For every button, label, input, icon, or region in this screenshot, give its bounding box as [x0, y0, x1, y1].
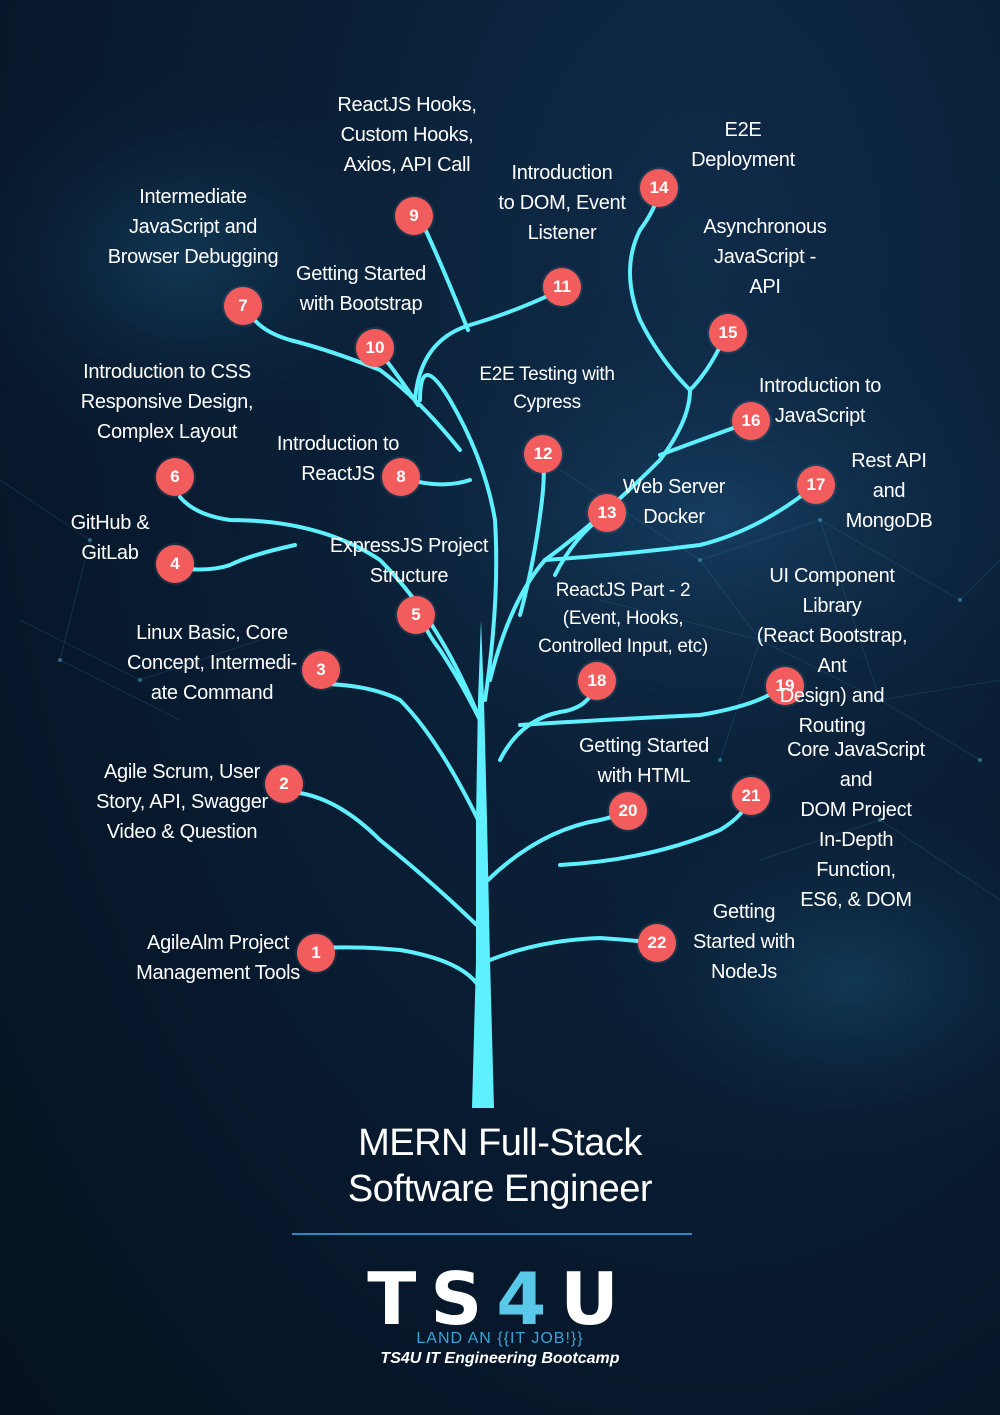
step-label: Intermediate JavaScript and Browser Debu…	[107, 186, 279, 268]
logo-subtitle: TS4U IT Engineering Bootcamp	[380, 1350, 620, 1367]
step-badge: 14	[640, 169, 678, 207]
step-badge: 8	[382, 458, 420, 496]
step-label: Core JavaScript and DOM Project In-Depth…	[787, 739, 925, 911]
logo-wordmark: TS4U	[0, 1262, 1000, 1336]
branch-4	[174, 543, 297, 572]
step-label: ReactJS Hooks, Custom Hooks, Axios, API …	[337, 94, 477, 176]
branch-21	[558, 795, 752, 867]
step-label: Introduction to DOM, Event Listener	[498, 162, 626, 244]
step-badge: 3	[302, 651, 340, 689]
step-badge: 6	[156, 458, 194, 496]
step-label: Introduction to CSS Responsive Design, C…	[80, 361, 254, 443]
step-badge: 10	[356, 329, 394, 367]
roadmap-title: MERN Full-Stack Software Engineer	[347, 1122, 653, 1210]
step-badge: 11	[543, 268, 581, 306]
branch-17	[543, 484, 816, 562]
step-label: ReactJS Part - 2 (Event, Hooks, Controll…	[538, 580, 708, 657]
branch-5	[418, 613, 482, 722]
step-badge: 9	[395, 197, 433, 235]
step-badge: 19	[766, 667, 804, 705]
step-badge: 4	[156, 545, 194, 583]
tree-trunk	[472, 620, 494, 1108]
step-label: Linux Basic, Core Concept, Intermedi- at…	[127, 622, 297, 704]
branch-19	[518, 684, 785, 727]
branch-top-center	[418, 373, 499, 702]
step-label: UI Component Library (React Bootstrap, A…	[756, 565, 908, 737]
step-label: Introduction to ReactJS	[276, 433, 400, 485]
step-label: E2E Testing with Cypress	[479, 364, 615, 413]
step-label: ExpressJS Project Structure	[329, 535, 489, 587]
step-badge: 21	[732, 777, 770, 815]
step-label: Asynchronous JavaScript - API	[703, 216, 827, 298]
step-badge: 18	[578, 662, 616, 700]
step-label: Rest API and MongoDB	[845, 450, 933, 532]
step-label: E2E Deployment	[691, 119, 795, 171]
step-badge: 15	[709, 314, 747, 352]
step-badge: 16	[732, 402, 770, 440]
logo-text-a: TS	[367, 1257, 497, 1341]
logo-text-four: 4	[496, 1257, 561, 1341]
step-label: AgileAlm Project Management Tools	[136, 932, 300, 984]
logo-text-b: U	[560, 1257, 633, 1341]
branch-20	[486, 810, 630, 882]
branch-14	[628, 188, 692, 392]
step-label: Introduction to JavaScript	[758, 375, 882, 427]
step-label: Agile Scrum, User Story, API, Swagger Vi…	[96, 761, 268, 843]
branch-9	[418, 216, 470, 332]
step-badge: 12	[524, 435, 562, 473]
step-badge: 17	[797, 466, 835, 504]
branch-main-left	[178, 495, 482, 722]
branch-3	[322, 682, 485, 832]
logo-tagline: LAND AN {{IT JOB!}}	[416, 1330, 584, 1347]
divider	[292, 1233, 692, 1235]
step-label: GitHub & GitLab	[70, 512, 150, 564]
step-label: Getting Started with HTML	[578, 735, 710, 787]
branch-2	[298, 791, 484, 932]
step-label: Web Server Docker	[622, 476, 726, 528]
step-badge: 5	[397, 596, 435, 634]
step-badge: 7	[224, 287, 262, 325]
step-badge: 13	[588, 494, 626, 532]
step-label: Getting Started with NodeJs	[692, 901, 796, 983]
branch-1	[316, 945, 480, 987]
step-label: Getting Started with Bootstrap	[295, 263, 427, 315]
branch-7-trunk	[244, 304, 462, 452]
step-badge: 20	[609, 792, 647, 830]
step-badge: 22	[638, 924, 676, 962]
branch-22	[488, 935, 658, 962]
branch-11	[413, 288, 562, 402]
step-badge: 2	[265, 765, 303, 803]
ts4u-logo: TS4U LAND AN {{IT JOB!}} TS4U IT Enginee…	[0, 1262, 1000, 1368]
step-badge: 1	[297, 934, 335, 972]
